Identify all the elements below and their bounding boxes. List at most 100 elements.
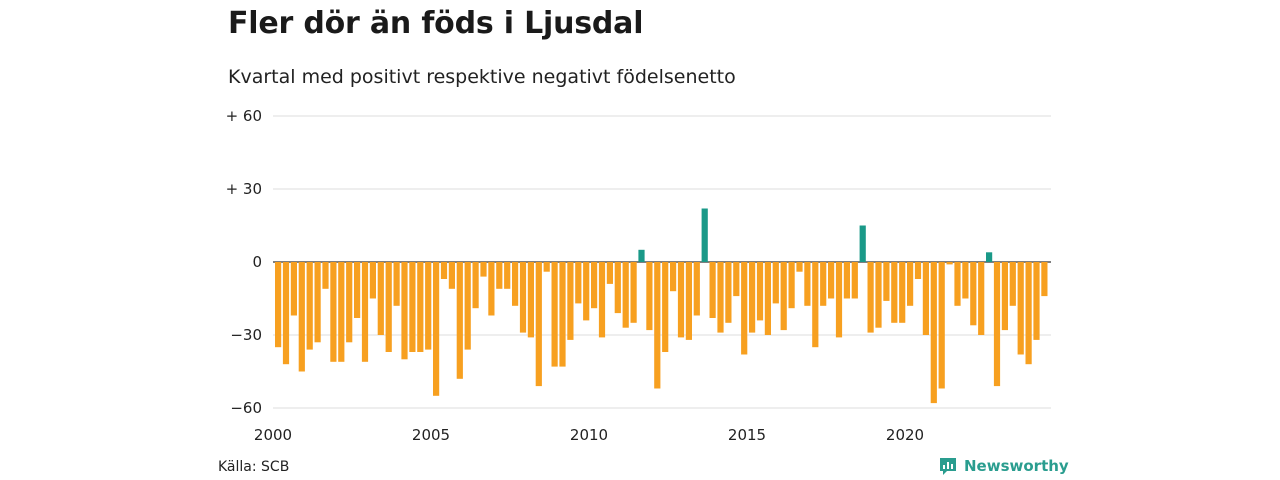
bar-negative — [496, 262, 503, 289]
bar-negative — [646, 262, 653, 331]
bar-negative — [978, 262, 985, 335]
bar-negative — [282, 262, 290, 365]
bar-negative — [899, 262, 906, 323]
bar-negative — [330, 262, 337, 362]
bar-negative — [812, 262, 819, 348]
bar-negative — [796, 262, 803, 272]
bar-negative — [480, 262, 487, 277]
bar-negative — [591, 262, 598, 309]
y-axis: + 60 + 30 0 −30 −60 — [226, 107, 262, 417]
bar-negative — [488, 262, 495, 316]
source-label: Källa: SCB — [218, 459, 290, 475]
bar-negative — [527, 262, 534, 338]
bar-negative — [780, 262, 787, 331]
bar-negative — [377, 262, 384, 335]
bar-negative — [361, 262, 369, 362]
bar-negative — [275, 262, 282, 348]
bar-negative — [433, 262, 440, 396]
bar-negative — [306, 262, 313, 350]
bar-negative — [717, 262, 724, 333]
bar-negative — [298, 262, 305, 372]
bar-negative — [764, 262, 771, 335]
bar-negative — [670, 262, 677, 292]
bar-negative — [867, 262, 874, 333]
bar-negative — [1033, 262, 1040, 340]
bar-negative — [677, 262, 685, 338]
bars — [275, 208, 1048, 404]
bar-negative — [606, 262, 613, 284]
bar-negative — [914, 262, 922, 279]
brand-name: Newsworthy — [964, 457, 1069, 475]
bar-negative — [393, 262, 400, 306]
bar-negative — [456, 262, 463, 379]
x-tick-label: 2015 — [728, 426, 766, 444]
bar-positive — [701, 208, 708, 262]
bar-negative — [512, 262, 519, 306]
bar-negative — [369, 262, 376, 299]
bar-negative — [504, 262, 511, 289]
bar-positive — [986, 252, 993, 262]
x-tick-label: 2005 — [412, 426, 450, 444]
bar-negative — [804, 262, 811, 306]
bar-negative — [749, 262, 756, 333]
brand-logo[interactable]: Newsworthy — [938, 456, 1069, 476]
bar-negative — [843, 262, 850, 299]
bar-negative — [851, 262, 858, 299]
bar-negative — [733, 262, 740, 297]
bar-negative — [930, 262, 937, 404]
bar-positive — [638, 249, 645, 262]
bar-negative — [891, 262, 898, 323]
bar-negative — [1001, 262, 1008, 331]
bar-negative — [519, 262, 527, 333]
bar-negative — [946, 262, 953, 265]
x-tick-label: 2010 — [570, 426, 608, 444]
bar-negative — [440, 262, 448, 279]
bar-negative — [401, 262, 408, 360]
bar-negative — [314, 262, 321, 343]
x-tick-label: 2000 — [254, 426, 292, 444]
bar-negative — [322, 262, 329, 289]
bar-negative — [741, 262, 748, 355]
bar-negative — [543, 262, 550, 272]
bar-negative — [409, 262, 416, 352]
bar-negative — [425, 262, 432, 350]
bar-negative — [662, 262, 669, 352]
bar-negative — [464, 262, 471, 350]
bar-negative — [559, 262, 566, 367]
newsworthy-icon — [940, 458, 956, 475]
bar-negative — [883, 262, 890, 301]
bar-negative — [938, 262, 945, 389]
bar-negative — [622, 262, 629, 328]
x-axis: 2000 2005 2010 2015 2020 — [254, 426, 924, 444]
bar-negative — [448, 262, 455, 289]
bar-negative — [1041, 262, 1048, 297]
bar-negative — [756, 262, 764, 321]
bar-negative — [693, 262, 700, 316]
bar-negative — [346, 262, 353, 343]
bar-negative — [709, 262, 716, 318]
bar-negative — [875, 262, 882, 328]
bar-negative — [1009, 262, 1016, 306]
bar-negative — [338, 262, 345, 362]
bar-negative — [472, 262, 479, 309]
bar-negative — [835, 262, 843, 338]
bar-negative — [575, 262, 582, 304]
bar-negative — [1017, 262, 1024, 355]
bar-negative — [820, 262, 827, 306]
bar-negative — [654, 262, 661, 389]
bar-negative — [993, 262, 1001, 387]
bar-negative — [354, 262, 361, 318]
bar-negative — [598, 262, 606, 338]
bar-negative — [922, 262, 929, 335]
bar-negative — [954, 262, 961, 306]
chart-subtitle: Kvartal med positivt respektive negativt… — [228, 66, 736, 88]
bar-negative — [583, 262, 590, 321]
bar-negative — [417, 262, 424, 352]
y-tick-label: + 30 — [226, 180, 262, 198]
bar-negative — [685, 262, 692, 340]
bar-negative — [970, 262, 977, 326]
bar-negative — [535, 262, 542, 387]
y-tick-label: 0 — [252, 253, 262, 271]
x-tick-label: 2020 — [886, 426, 924, 444]
